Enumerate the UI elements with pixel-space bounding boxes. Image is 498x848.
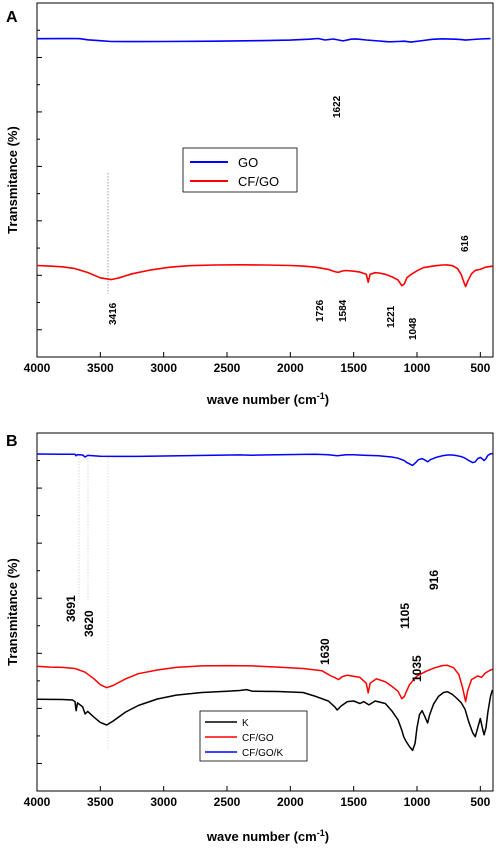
panel-b-legend-label-k: K: [242, 718, 249, 729]
panel-b-y-minor-ticks: [37, 460, 42, 764]
panel-b-peak-label: 1035: [410, 655, 424, 682]
panel-a-legend: GO CF/GO: [182, 147, 298, 193]
panel-b-peak-label: 1630: [318, 638, 332, 665]
panel-a-y-axis-title: Transmitance (%): [5, 126, 20, 234]
panel-a-legend-box: [182, 147, 298, 193]
panel-a-x-axis-title-suffix: ): [325, 392, 329, 407]
panel-a-legend-label-go: GO: [238, 155, 258, 170]
panel-a-x-axis-title-main: wave number (cm: [206, 392, 317, 407]
panel-b-legend: K CF/GO CF/GO/K: [199, 710, 308, 762]
panel-b-x-tick-label: 3500: [87, 795, 114, 809]
panel-a-series-cfgo: [36, 263, 494, 288]
panel-b-x-tick-label: 3000: [150, 795, 177, 809]
panel-b-legend-label-cfgo: CF/GO: [242, 733, 274, 744]
panel-b: B 4000 3500 3000 2500 2000 1500 1000 500 Transm…: [5, 432, 494, 844]
panel-b-peak-label: 3620: [82, 610, 96, 637]
panel-b-x-axis: 4000 3500 3000 2500 2000 1500 1000 500: [24, 786, 491, 809]
panel-a-peak-label: 1221: [386, 305, 397, 328]
panel-a-x-tick-label: 4000: [24, 361, 51, 375]
panel-a-x-tick-label: 2000: [277, 361, 304, 375]
panel-b-x-tick-label: 1000: [404, 795, 431, 809]
panel-a-x-tick-label: 1500: [340, 361, 367, 375]
panel-b-plot-frame: [36, 432, 494, 792]
panel-b-x-axis-title: wave number (cm-1): [206, 828, 329, 844]
panel-b-y-axis-title: Transmitance (%): [5, 558, 20, 666]
panel-b-x-axis-title-suffix: ): [325, 829, 329, 844]
panel-b-legend-label-cfgok: CF/GO/K: [242, 748, 283, 759]
panel-a-plot-frame: [36, 2, 494, 358]
panel-a-label: A: [6, 9, 18, 26]
panel-b-x-axis-title-superscript: -1: [317, 828, 325, 838]
panel-a-peak-label: 1622: [332, 95, 343, 118]
panel-b-x-tick-label: 1500: [340, 795, 367, 809]
panel-b-peak-label: 916: [427, 570, 441, 590]
panel-b-x-axis-title-main: wave number (cm: [206, 829, 317, 844]
panel-b-peak-label: 1105: [398, 603, 412, 629]
panel-a-x-tick-label: 3500: [87, 361, 114, 375]
panel-b-series: [36, 452, 494, 752]
panel-a-x-tick-label: 1000: [404, 361, 431, 375]
panel-a-series-go: [36, 37, 491, 43]
panel-a-peak-label: 1048: [408, 317, 419, 340]
panel-b-x-tick-label: 2000: [277, 795, 304, 809]
panel-b-series-cfgo: [36, 664, 493, 703]
panel-b-label: B: [6, 433, 18, 450]
panel-a: A 4000 3500 3000 2500 2000 1500 1000 500 Transm…: [5, 2, 494, 407]
panel-a-peak-label: 1584: [338, 299, 349, 322]
panel-a-x-tick-label: 500: [470, 361, 490, 375]
panel-b-x-tick-label: 2500: [214, 795, 241, 809]
panel-a-x-tick-label: 3000: [150, 361, 177, 375]
panel-a-peak-label: 1726: [315, 299, 326, 322]
panel-b-x-tick-label: 4000: [24, 795, 51, 809]
panel-a-x-tick-label: 2500: [214, 361, 241, 375]
panel-a-x-axis: 4000 3500 3000 2500 2000 1500 1000 500: [24, 352, 491, 375]
panel-a-peak-label: 616: [460, 235, 471, 252]
panel-a-series: [36, 37, 494, 288]
panel-a-x-axis-title-superscript: -1: [317, 391, 325, 401]
panel-b-x-tick-label: 500: [470, 795, 490, 809]
panel-a-x-axis-title: wave number (cm-1): [206, 391, 329, 407]
panel-b-series-k: [36, 688, 494, 752]
panel-a-legend-label-cfgo: CF/GO: [238, 174, 279, 189]
panel-b-series-cfgok: [36, 452, 493, 467]
panel-a-y-minor-ticks: [37, 29, 42, 331]
panel-b-peak-label: 3691: [64, 595, 78, 622]
panel-a-peak-label: 3416: [108, 302, 119, 325]
